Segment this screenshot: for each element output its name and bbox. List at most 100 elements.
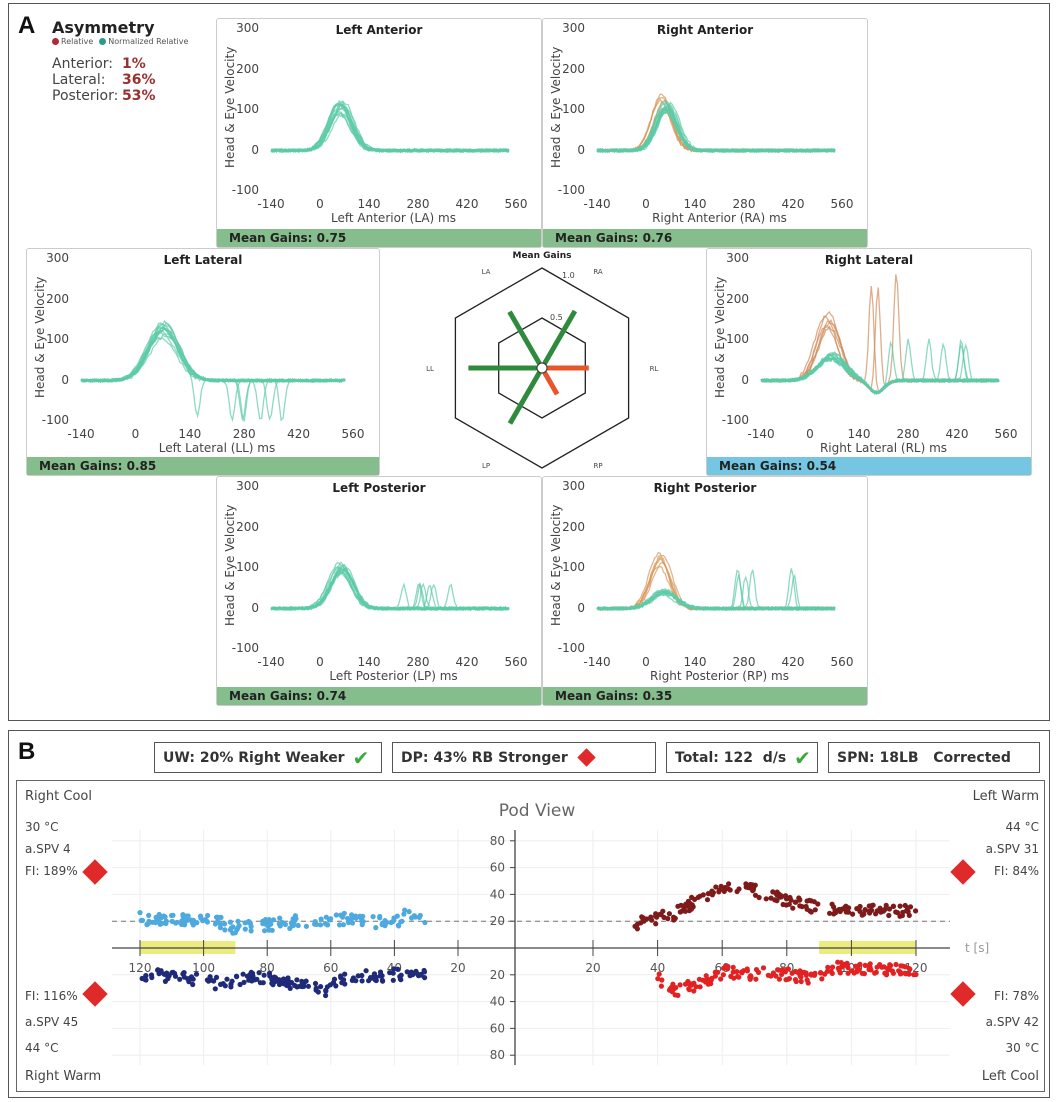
spv-point <box>736 974 742 980</box>
spv-point <box>850 911 856 917</box>
spv-point <box>783 977 789 983</box>
check-icon: ✔ <box>794 745 811 770</box>
spv-point <box>678 902 684 908</box>
spv-point <box>913 908 919 914</box>
spv-point <box>235 918 241 924</box>
x-tick-label: 560 <box>830 197 854 211</box>
spv-point <box>222 927 228 933</box>
spv-point <box>416 914 422 921</box>
left-top-label: a.SPV 4 <box>25 842 71 856</box>
spv-point <box>294 984 300 990</box>
spv-point <box>353 915 359 921</box>
x-axis-label: Left Posterior (LP) ms <box>329 669 458 683</box>
spv-point <box>772 897 778 903</box>
radar-title: Mean Gains <box>513 251 572 261</box>
spv-point <box>776 967 782 973</box>
radar-svg: LA RA RL RP LP LL Mean Gains 1.0 0.5 <box>426 251 658 470</box>
spv-point <box>268 921 274 927</box>
spv-point <box>845 965 851 971</box>
x-tick-label: 420 <box>781 655 805 669</box>
spv-point <box>793 899 799 905</box>
spv-point <box>318 984 324 990</box>
x-tick-label: 140 <box>178 427 202 441</box>
spv-point <box>218 914 224 921</box>
y-tick-label: -100 <box>721 413 749 427</box>
y-tick-label: 300 <box>236 479 259 493</box>
spv-point <box>407 973 413 979</box>
spv-point <box>655 976 661 982</box>
chart-title: Right Anterior <box>656 23 754 37</box>
y-tick-label: 300 <box>46 251 69 265</box>
spv-point <box>666 911 673 917</box>
y-tick-label: 0 <box>251 600 259 615</box>
y-tick-label: -100 <box>231 183 259 197</box>
spv-point <box>712 969 718 975</box>
spv-point <box>266 927 272 933</box>
spv-point <box>154 917 160 924</box>
spv-point <box>204 977 210 983</box>
pod-view-title: Pod View <box>499 801 576 821</box>
x-tick-label: 140 <box>683 655 707 669</box>
y-tick-label: 0 <box>251 142 259 157</box>
spv-point <box>218 981 224 988</box>
asym-label: Lateral: <box>52 72 106 88</box>
summary-box: SPN: 18LB Corrected <box>828 742 1040 773</box>
spv-point <box>349 912 355 918</box>
spv-point <box>379 973 385 979</box>
asymmetry-summary: Asymmetry Relative Normalized Relative A… <box>52 18 188 104</box>
spv-point <box>906 912 912 919</box>
spv-point <box>399 918 405 924</box>
spv-point <box>913 971 919 978</box>
spv-point <box>704 897 711 903</box>
y-tick-label: 200 <box>726 291 749 306</box>
spv-point <box>866 908 872 914</box>
spv-point <box>295 922 301 929</box>
chart-lp: Left Posterior 300 200 100 0 -100 -140 0 140 280 4… <box>216 476 542 706</box>
spv-point <box>257 980 263 986</box>
spv-point <box>870 902 876 908</box>
y-tick-label: 100 <box>46 332 69 346</box>
asym-value: 53% <box>122 88 156 104</box>
spv-point <box>146 912 152 919</box>
spv-point <box>697 893 703 899</box>
spv-point <box>230 924 236 930</box>
spv-point <box>282 921 288 928</box>
left-bottom-label: a.SPV 45 <box>25 1015 79 1029</box>
asymmetry-legend: Relative Normalized Relative <box>52 37 188 46</box>
spv-point <box>854 969 860 975</box>
spv-point <box>205 912 211 919</box>
spv-point <box>150 919 156 925</box>
spv-point <box>312 980 319 987</box>
spv-point <box>825 964 831 970</box>
asym-row-anterior: Anterior: 1% <box>52 56 188 72</box>
x-axis-label: Right Lateral (RL) ms <box>819 441 948 455</box>
spv-point <box>723 963 729 970</box>
spv-point <box>313 985 319 991</box>
spv-point <box>342 971 348 977</box>
x-tick-label: 420 <box>287 427 311 441</box>
y-tick-label: -100 <box>231 641 259 655</box>
spv-point <box>688 906 695 912</box>
spv-point <box>303 923 309 929</box>
chart-title: Right Posterior <box>653 481 757 495</box>
x-tick-label: -140 <box>67 427 95 441</box>
spv-point <box>377 915 383 921</box>
spv-point <box>380 978 386 984</box>
spv-point <box>798 974 804 980</box>
right-bottom-label: Left Cool <box>981 1069 1039 1084</box>
panel-b <box>8 730 1050 1098</box>
y-tick-label: 100 <box>236 102 259 116</box>
spv-point <box>137 910 143 916</box>
spv-point <box>800 969 806 976</box>
spv-point <box>248 923 254 930</box>
spv-point <box>236 923 242 929</box>
x-tick-label: 420 <box>945 427 969 441</box>
radar-ring-label: 1.0 <box>562 271 575 280</box>
spv-point <box>799 904 805 910</box>
spv-point <box>158 915 164 921</box>
spv-point <box>819 976 825 982</box>
spv-point <box>716 887 723 893</box>
spv-point <box>831 904 837 910</box>
spv-point <box>197 913 204 919</box>
spv-point <box>788 897 794 903</box>
